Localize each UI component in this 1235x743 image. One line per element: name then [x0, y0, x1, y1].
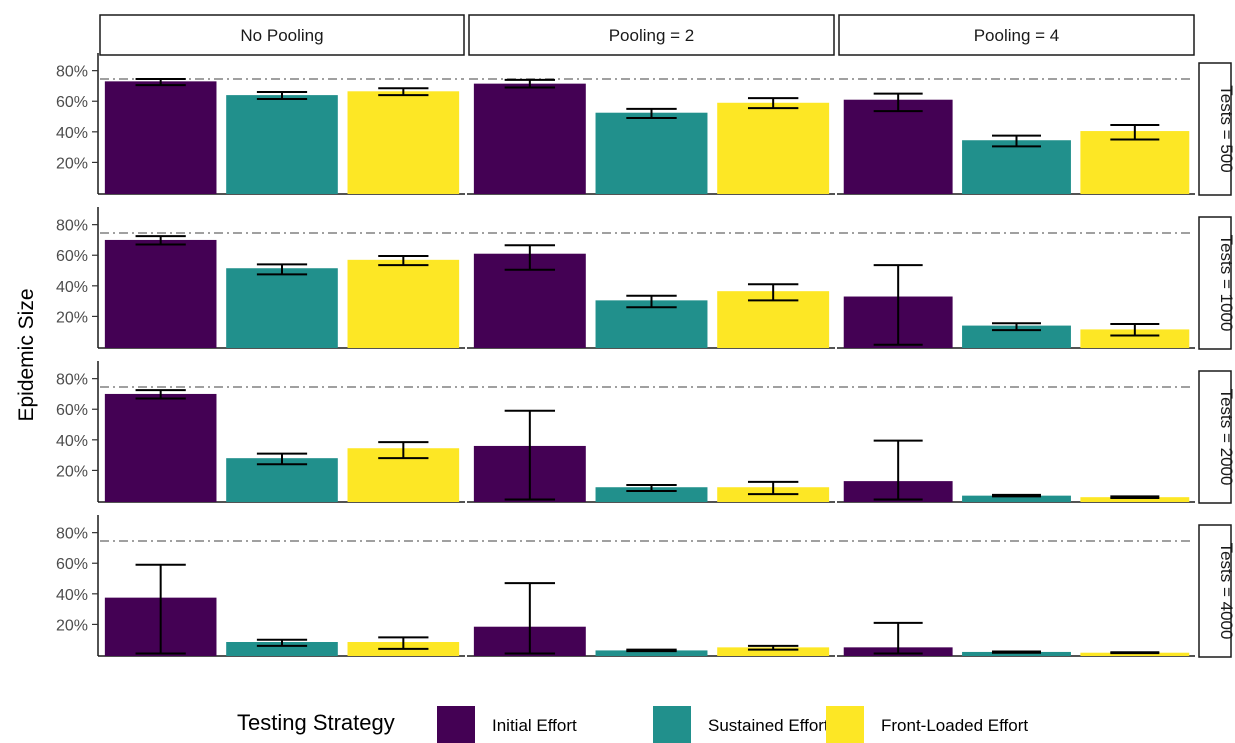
column-strip-label: Pooling = 2	[609, 26, 695, 45]
row-strip-box	[1198, 370, 1232, 504]
legend-swatch	[437, 706, 475, 743]
row-strip-label: Tests = 4000	[1217, 543, 1235, 640]
bar	[1080, 652, 1190, 656]
y-axis-title: Epidemic Size	[15, 288, 38, 421]
bar	[1080, 497, 1190, 502]
bar	[104, 81, 217, 194]
bar	[962, 651, 1071, 656]
row-strip-label: Tests = 2000	[1217, 389, 1235, 486]
column-strip-box	[468, 14, 835, 56]
bar	[1080, 329, 1190, 348]
bar	[226, 95, 338, 194]
y-axis-title-group: Epidemic Size	[15, 288, 38, 421]
bar	[962, 495, 1071, 502]
legend-label: Front-Loaded Effort	[881, 716, 1028, 735]
row-facet-strips: Tests = 500 Tests = 1000 Tests = 2000 Tests…	[1198, 62, 1235, 658]
bar	[347, 91, 460, 194]
bar	[104, 239, 217, 348]
y-tick-label: 20%	[56, 617, 88, 634]
legend-label: Initial Effort	[492, 716, 577, 735]
legend: Testing Strategy Initial Effort Sustained…	[237, 706, 1028, 743]
bar	[595, 300, 708, 348]
row-strip-label: Tests = 500	[1217, 85, 1235, 172]
column-strip-label: No Pooling	[240, 26, 323, 45]
legend-label: Sustained Effort	[708, 716, 829, 735]
bar	[962, 325, 1071, 348]
bar	[473, 83, 586, 194]
y-tick-label: 80%	[56, 218, 88, 235]
facet-panels: 20% 40% 60% 80% 20% 40% 60% 80% 20% 40% 60% 80% 20% 4…	[56, 53, 1195, 657]
row-strip-box	[1198, 524, 1232, 658]
column-strip-box	[838, 14, 1195, 56]
bar	[226, 458, 338, 502]
y-tick-label: 60%	[56, 94, 88, 111]
row-strip-box	[1198, 62, 1232, 196]
y-tick-label: 60%	[56, 556, 88, 573]
bar	[347, 259, 460, 348]
legend-title: Testing Strategy	[237, 710, 395, 735]
y-tick-label: 80%	[56, 372, 88, 389]
column-strip-label: Pooling = 4	[974, 26, 1060, 45]
bar	[1080, 131, 1190, 194]
y-tick-label: 60%	[56, 402, 88, 419]
bar	[717, 647, 830, 656]
y-tick-label: 20%	[56, 309, 88, 326]
bar	[843, 99, 953, 194]
y-tick-label: 40%	[56, 433, 88, 450]
y-tick-label: 20%	[56, 463, 88, 480]
bar	[595, 487, 708, 502]
bar	[717, 102, 830, 194]
y-tick-label: 20%	[56, 155, 88, 172]
bar	[104, 393, 217, 502]
y-tick-label: 60%	[56, 248, 88, 265]
legend-swatch	[826, 706, 864, 743]
column-strip-box	[99, 14, 465, 56]
bar	[595, 112, 708, 194]
bar	[226, 268, 338, 348]
y-tick-label: 40%	[56, 587, 88, 604]
y-tick-label: 80%	[56, 526, 88, 543]
row-strip-box	[1198, 216, 1232, 350]
y-tick-label: 40%	[56, 125, 88, 142]
bar	[595, 650, 708, 656]
column-facet-strips: No Pooling Pooling = 2 Pooling = 4	[99, 14, 1195, 56]
legend-swatch	[653, 706, 691, 743]
row-strip-label: Tests = 1000	[1217, 235, 1235, 332]
y-tick-label: 80%	[56, 64, 88, 81]
y-tick-label: 40%	[56, 279, 88, 296]
bar	[226, 642, 338, 656]
bar	[962, 140, 1071, 194]
